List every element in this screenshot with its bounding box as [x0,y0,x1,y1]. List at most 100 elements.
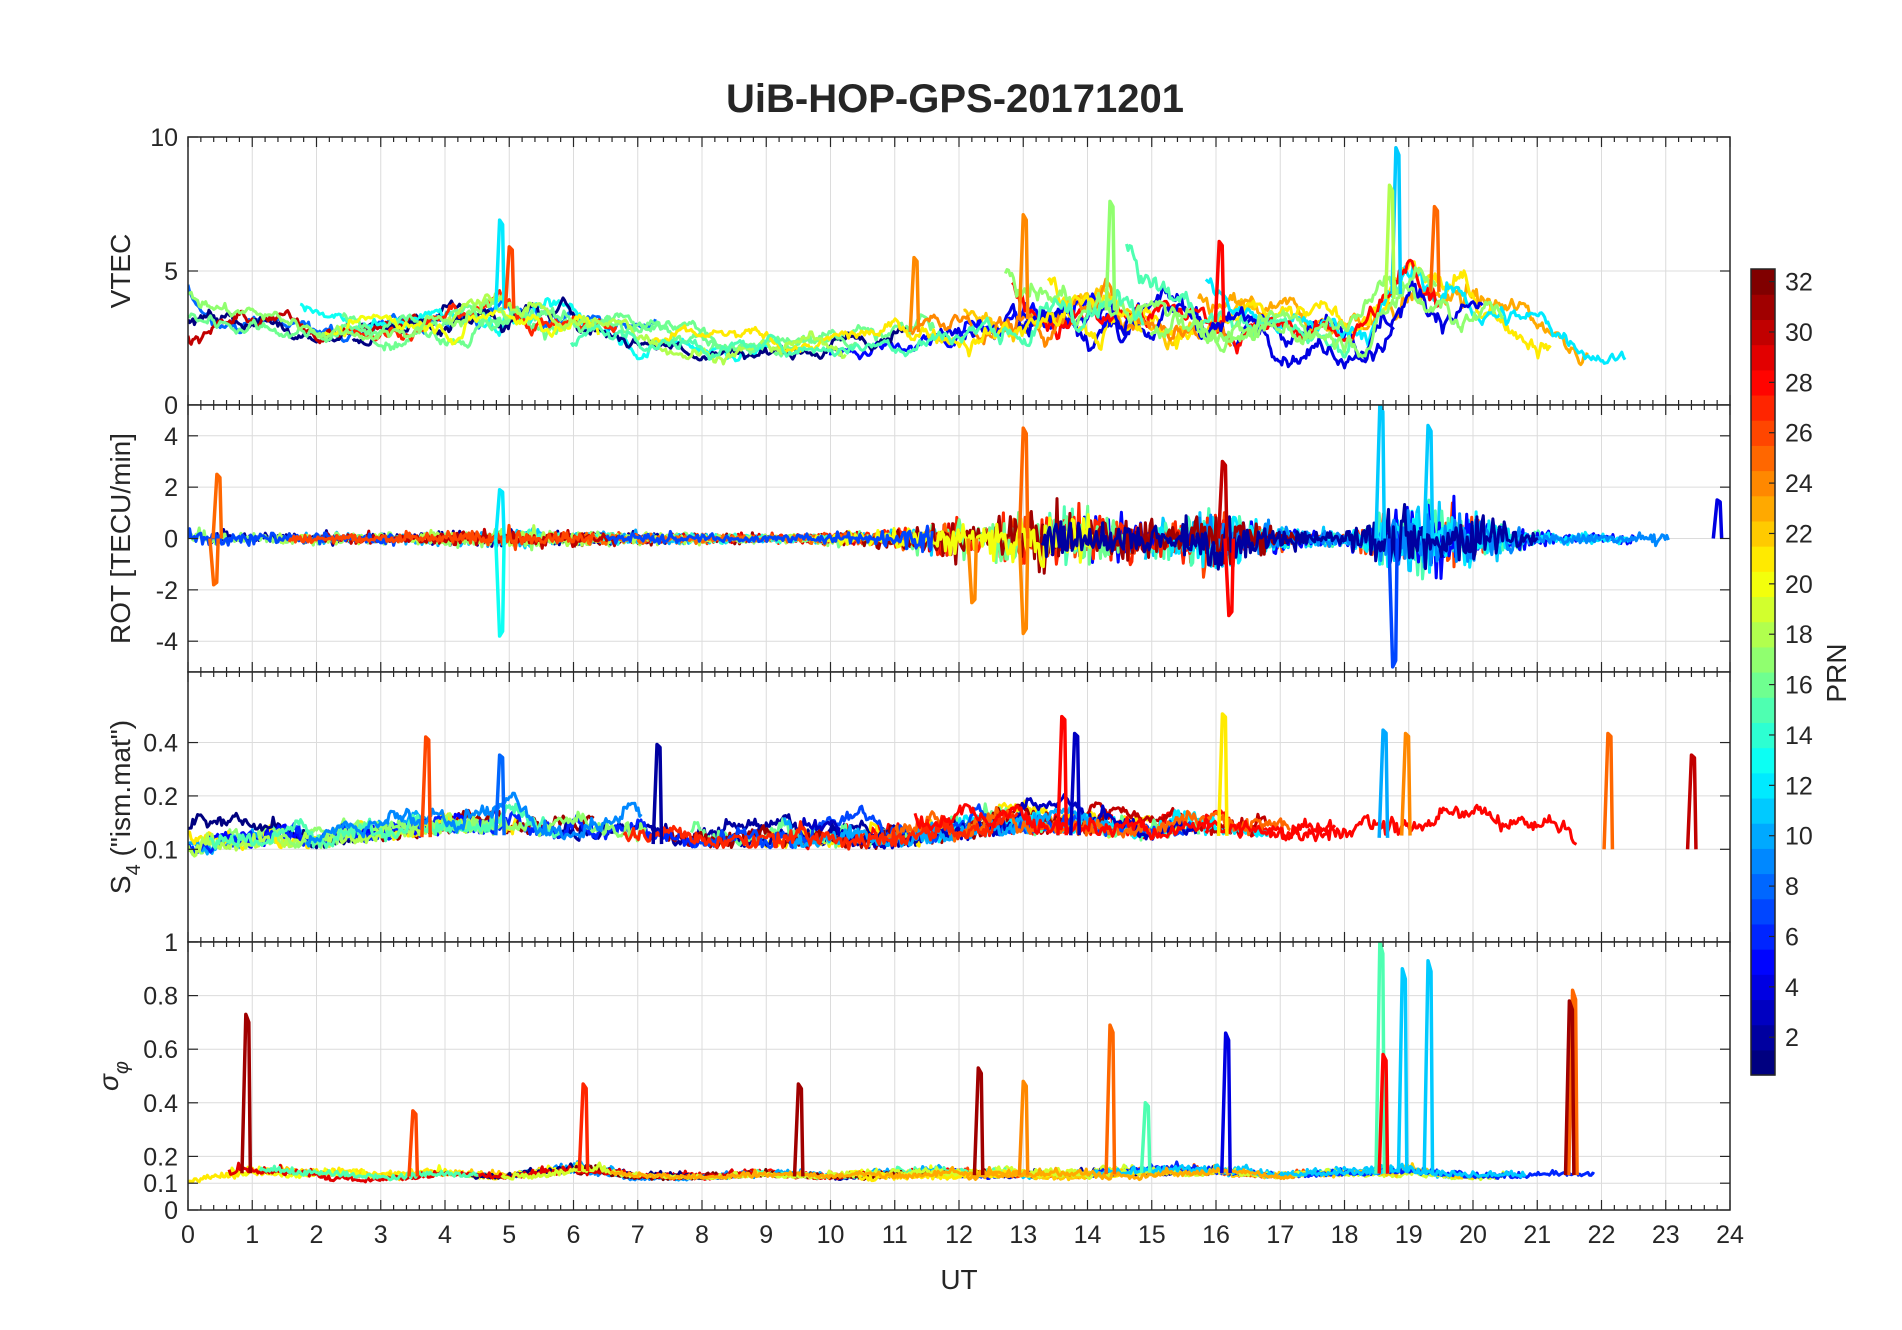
peak-mark [1216,712,1229,836]
colorbar-tick-label: 18 [1785,621,1813,649]
grid [187,942,1731,1210]
y-tick-label: 1 [164,929,178,957]
y-tick-label: 0.1 [143,1170,178,1198]
peak-mark [1017,1079,1030,1176]
colorbar-segment [1751,848,1775,875]
y-axis-label: σφ [93,1061,133,1091]
peak-mark [240,1012,253,1174]
chart-title: UiB-HOP-GPS-20171201 [726,77,1184,121]
colorbar-tick-label: 32 [1785,269,1813,297]
series-trace [1040,503,1539,571]
x-ticks [187,405,1731,672]
traces [188,712,1698,858]
grid [187,672,1731,942]
x-tick-label: 15 [1138,1221,1166,1249]
peak-mark [908,255,921,333]
peak-mark [1104,199,1117,311]
colorbar-tick-label: 26 [1785,420,1813,448]
x-tick-label: 9 [759,1221,773,1249]
traces [188,145,1627,370]
x-tick-label: 7 [631,1221,645,1249]
peak-mark [1602,731,1615,850]
x-tick-label: 17 [1266,1221,1294,1249]
series-trace [1091,1162,1527,1179]
peak-mark [1139,1101,1152,1173]
y-tick-label: -2 [156,577,178,605]
series-trace [965,1166,1294,1182]
series-trace [605,524,934,554]
y-tick-label: 5 [164,258,178,286]
y-tick-label: 0 [164,1197,178,1225]
peak-mark [494,753,506,836]
x-tick-label: 24 [1716,1221,1744,1249]
peak-mark [1563,999,1576,1176]
peak-mark [1377,1052,1390,1174]
peak-mark [1685,753,1698,850]
y-tick-label: 0.2 [143,1143,178,1171]
traces [188,405,1724,669]
y-tick-label: 10 [150,124,178,152]
colorbar-segment [1751,495,1775,522]
series-trace [1004,268,1505,359]
colorbar-tick-label: 8 [1785,873,1799,901]
colorbar-tick-label: 20 [1785,571,1813,599]
peak-mark [1566,988,1579,1176]
peak-mark [494,218,506,310]
x-tick-label: 13 [1009,1221,1037,1249]
series-trace [651,293,1143,358]
colorbar-segment [1751,1049,1775,1076]
series-trace [305,791,643,848]
peak-mark [407,1109,420,1177]
peak-mark [1377,728,1390,838]
series-trace [188,290,509,341]
peak-mark [1017,426,1030,539]
colorbar-segment [1751,999,1775,1026]
series-trace [447,292,847,366]
x-tick-label: 8 [695,1221,709,1249]
peak-mark [1428,204,1441,292]
x-tick-label: 14 [1074,1221,1102,1249]
series-trace [258,1164,479,1182]
peak-mark [211,472,224,539]
peak-mark [972,1066,985,1176]
series-trace [1046,258,1552,360]
peak-mark [966,538,979,605]
colorbar-segment [1751,596,1775,623]
peak-mark [1017,538,1030,636]
x-tick-label: 23 [1652,1221,1680,1249]
colorbar-tick-label: 4 [1785,974,1799,1002]
y-tick-label: -4 [156,628,178,656]
colorbar-label: PRN [1821,643,1852,702]
x-tick-label: 0 [181,1221,195,1249]
x-tick-label: 1 [245,1221,259,1249]
colorbar-tick-label: 6 [1785,923,1799,951]
panel-sigma_phi: 00.10.2 0.4 0.6 0.8 1 σφ [93,929,1731,1225]
y-tick-label: 0 [164,392,178,420]
x-tick-label: 5 [502,1221,516,1249]
colorbar-tick-label: 2 [1785,1024,1799,1052]
colorbar-segment [1751,898,1775,925]
colorbar-segment [1751,646,1775,673]
x-tick-label: 12 [945,1221,973,1249]
y-tick-label: 0.8 [143,983,178,1011]
series-trace [299,297,769,363]
y-tick-label: 0 [164,526,178,554]
x-axis-label: UT [940,1264,977,1295]
peak-mark [420,735,432,838]
y-tick-label: 0.2 [143,783,178,811]
peak-mark [1213,239,1226,323]
y-tick-label: 0.6 [143,1036,178,1064]
y-tick-labels: 0 5 10 [150,124,178,420]
colorbar-tick-label: 30 [1785,319,1813,347]
series-trace [188,304,715,347]
x-tick-label: 2 [310,1221,324,1249]
x-tick-label: 18 [1331,1221,1359,1249]
series-trace [287,523,596,552]
peak-mark [1056,714,1069,836]
y-tick-label: 0.4 [143,1090,178,1118]
peak-mark [1220,1031,1232,1174]
series-trace [322,307,600,346]
